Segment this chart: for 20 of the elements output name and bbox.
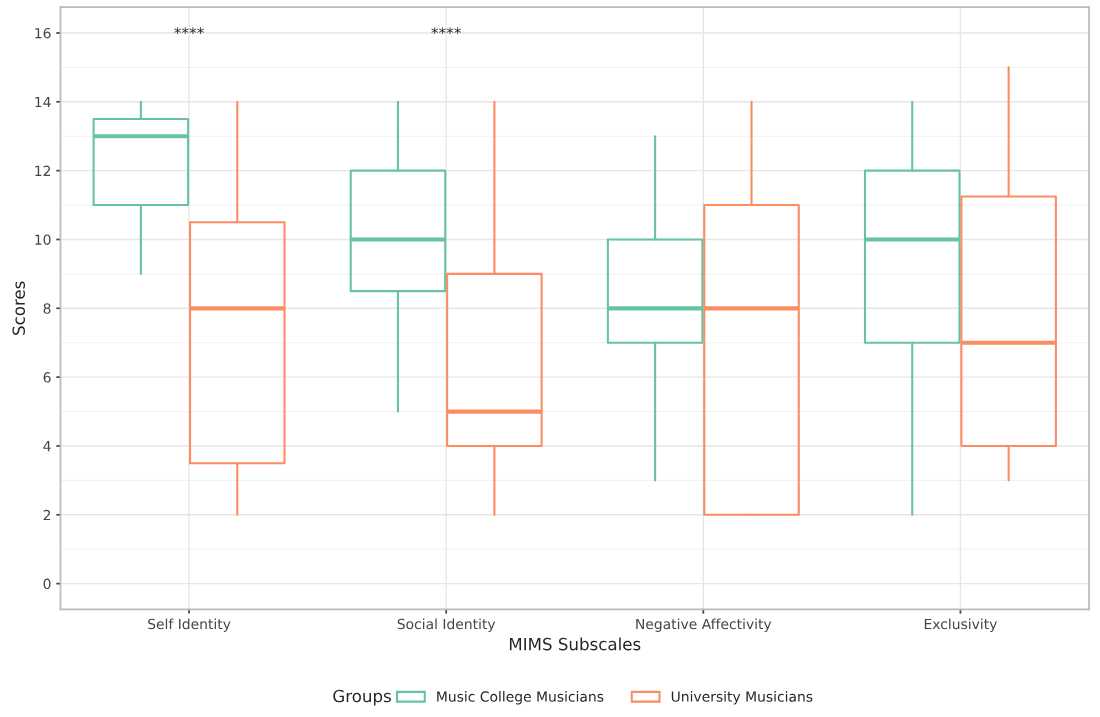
y-axis-title: Scores (12, 281, 26, 335)
x-tick-label: Exclusivity (924, 618, 997, 632)
y-tick-label: 14 (35, 96, 51, 108)
y-tick-label: 16 (35, 27, 51, 39)
legend-label: University Musicians (671, 691, 813, 705)
x-tick-label: Negative Affectivity (636, 618, 772, 632)
annotation: **** (431, 27, 462, 35)
annotation: **** (174, 27, 204, 35)
y-tick-label: 10 (35, 234, 51, 245)
x-tick-label: Social Identity (397, 618, 496, 632)
y-tick-label: 4 (43, 441, 51, 452)
y-tick-label: 12 (35, 165, 51, 176)
y-tick-label: 8 (43, 303, 51, 314)
y-tick-label: 2 (43, 509, 51, 521)
x-axis-title: MIMS Subscales (509, 637, 641, 651)
y-tick-label: 6 (43, 372, 51, 383)
x-tick-label: Self Identity (148, 618, 231, 632)
y-tick-label: 0 (43, 578, 51, 590)
legend-title: Groups (333, 689, 391, 706)
legend-label: Music College Musicians (437, 691, 604, 705)
